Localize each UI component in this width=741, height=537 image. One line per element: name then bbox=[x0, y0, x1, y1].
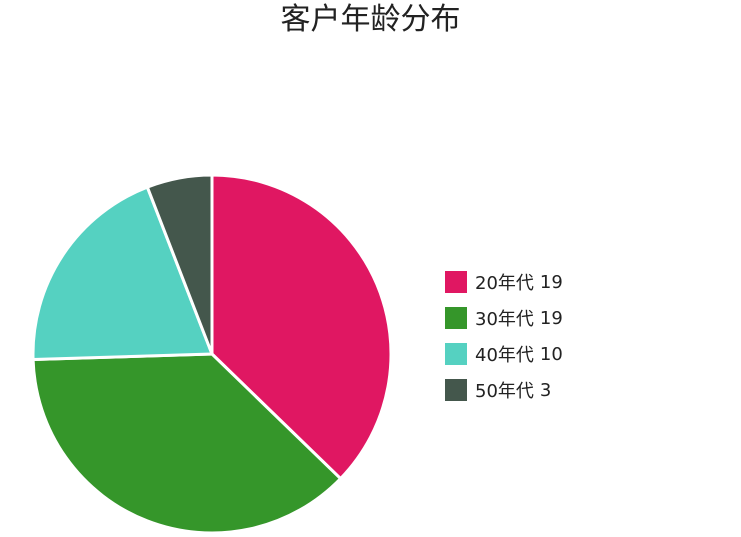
legend-value: 10 bbox=[539, 343, 563, 365]
legend-label: 40年代 bbox=[475, 345, 534, 366]
legend-swatch bbox=[445, 271, 467, 293]
legend-swatch bbox=[445, 307, 467, 329]
legend-item-50s[interactable]: 50年代 3 bbox=[445, 378, 563, 402]
legend-label: 30年代 bbox=[475, 309, 534, 330]
pie-slice-20年代[interactable] bbox=[210, 173, 393, 481]
legend-item-20s[interactable]: 20年代 19 bbox=[445, 270, 563, 294]
legend-label: 50年代 bbox=[475, 381, 534, 402]
legend-value: 19 bbox=[539, 271, 563, 293]
legend-swatch bbox=[445, 343, 467, 365]
legend-item-30s[interactable]: 30年代 19 bbox=[445, 306, 563, 330]
legend: 20年代 19 30年代 19 40年代 10 50年代 3 bbox=[445, 270, 563, 414]
legend-item-40s[interactable]: 40年代 10 bbox=[445, 342, 563, 366]
legend-value: 3 bbox=[539, 379, 552, 401]
legend-label: 20年代 bbox=[475, 273, 534, 294]
legend-value: 19 bbox=[539, 307, 563, 329]
chart-title: 客户年龄分布 bbox=[280, 2, 461, 37]
pie-slice-40年代[interactable] bbox=[31, 185, 214, 362]
legend-swatch bbox=[445, 379, 467, 401]
pie-slice-30年代[interactable] bbox=[31, 352, 343, 535]
pie-slice-50年代[interactable] bbox=[145, 173, 214, 356]
